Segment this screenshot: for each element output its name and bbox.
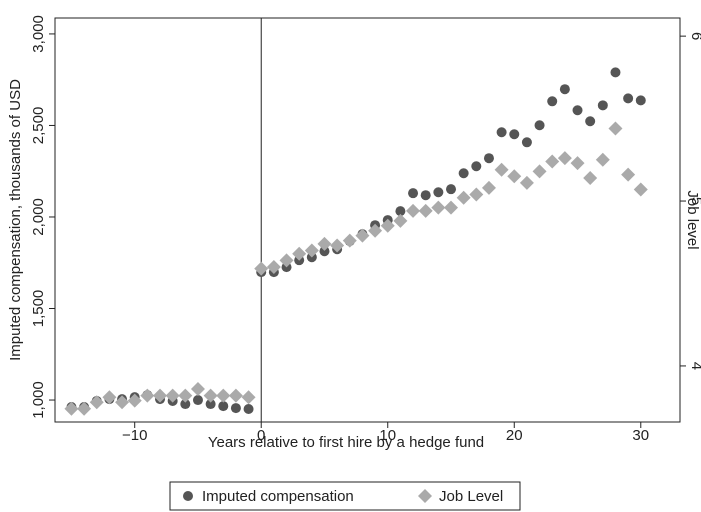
point (89, 395, 104, 410)
point (203, 388, 218, 403)
point (572, 105, 583, 116)
point (140, 388, 155, 403)
y2-tick-label: 5 (688, 197, 701, 205)
point (230, 403, 241, 414)
point (77, 401, 92, 416)
point (623, 93, 634, 104)
point (279, 253, 294, 268)
point (483, 153, 494, 164)
point (509, 129, 520, 140)
point (583, 170, 598, 185)
point (266, 259, 281, 274)
point (456, 190, 471, 205)
y-tick-label: 2,500 (30, 107, 47, 145)
point (471, 161, 482, 172)
point (521, 137, 532, 148)
point (507, 169, 522, 184)
point (218, 401, 229, 412)
point (444, 200, 459, 215)
x-tick-label: 30 (632, 427, 649, 444)
point (165, 388, 180, 403)
point (304, 243, 319, 258)
point (205, 399, 216, 410)
point (228, 388, 243, 403)
y-tick-label: 2,000 (30, 198, 47, 236)
point (216, 388, 231, 403)
point (330, 238, 345, 253)
point (190, 382, 205, 397)
y-axis-label: Imputed compensation, thousands of USD (7, 79, 24, 361)
point (368, 223, 383, 238)
point (418, 203, 433, 218)
x-tick-label: 10 (379, 427, 396, 444)
y2-tick-label: 6 (688, 32, 701, 40)
point (241, 390, 256, 405)
point (102, 390, 117, 405)
point (446, 184, 457, 195)
point (547, 96, 558, 107)
point (115, 395, 130, 410)
point (621, 167, 636, 182)
point (317, 236, 332, 251)
point (559, 84, 570, 95)
point (127, 393, 142, 408)
point (319, 246, 330, 257)
legend-marker (183, 491, 193, 501)
y2-axis-label: Job level (684, 190, 701, 249)
point (243, 404, 254, 415)
point (192, 395, 203, 406)
point (608, 121, 623, 136)
point (519, 175, 534, 190)
point (431, 200, 446, 215)
point (408, 188, 419, 199)
point (254, 261, 269, 276)
y-tick-label: 1,000 (30, 381, 47, 419)
point (469, 187, 484, 202)
point (380, 218, 395, 233)
x-tick-label: 0 (257, 427, 265, 444)
point (557, 151, 572, 166)
point (433, 187, 444, 198)
point (292, 246, 307, 261)
point (570, 156, 585, 171)
legend-label: Imputed compensation (202, 488, 354, 505)
point (153, 388, 168, 403)
point (406, 203, 421, 218)
point (64, 401, 79, 416)
legend-marker (418, 489, 432, 503)
plot-frame (54, 17, 681, 423)
legend-box (169, 481, 521, 511)
point (595, 152, 610, 167)
point (355, 228, 370, 243)
y-tick-label: 3,000 (30, 15, 47, 53)
point (534, 120, 545, 131)
point (610, 67, 621, 78)
point (585, 116, 596, 127)
point (496, 127, 507, 138)
point (458, 168, 469, 179)
legend-label: Job Level (439, 488, 503, 505)
x-tick-label: −10 (122, 427, 147, 444)
point (481, 180, 496, 195)
point (597, 100, 608, 111)
point (178, 388, 193, 403)
point (180, 399, 191, 410)
y-tick-label: 1,500 (30, 290, 47, 328)
point (393, 213, 408, 228)
point (420, 190, 431, 201)
x-tick-label: 20 (506, 427, 523, 444)
y2-tick-label: 4 (688, 362, 701, 370)
point (545, 154, 560, 169)
point (633, 182, 648, 197)
point (635, 95, 646, 106)
x-axis-label: Years relative to first hire by a hedge … (208, 434, 484, 451)
point (342, 233, 357, 248)
point (494, 162, 509, 177)
point (395, 206, 406, 217)
point (532, 164, 547, 179)
